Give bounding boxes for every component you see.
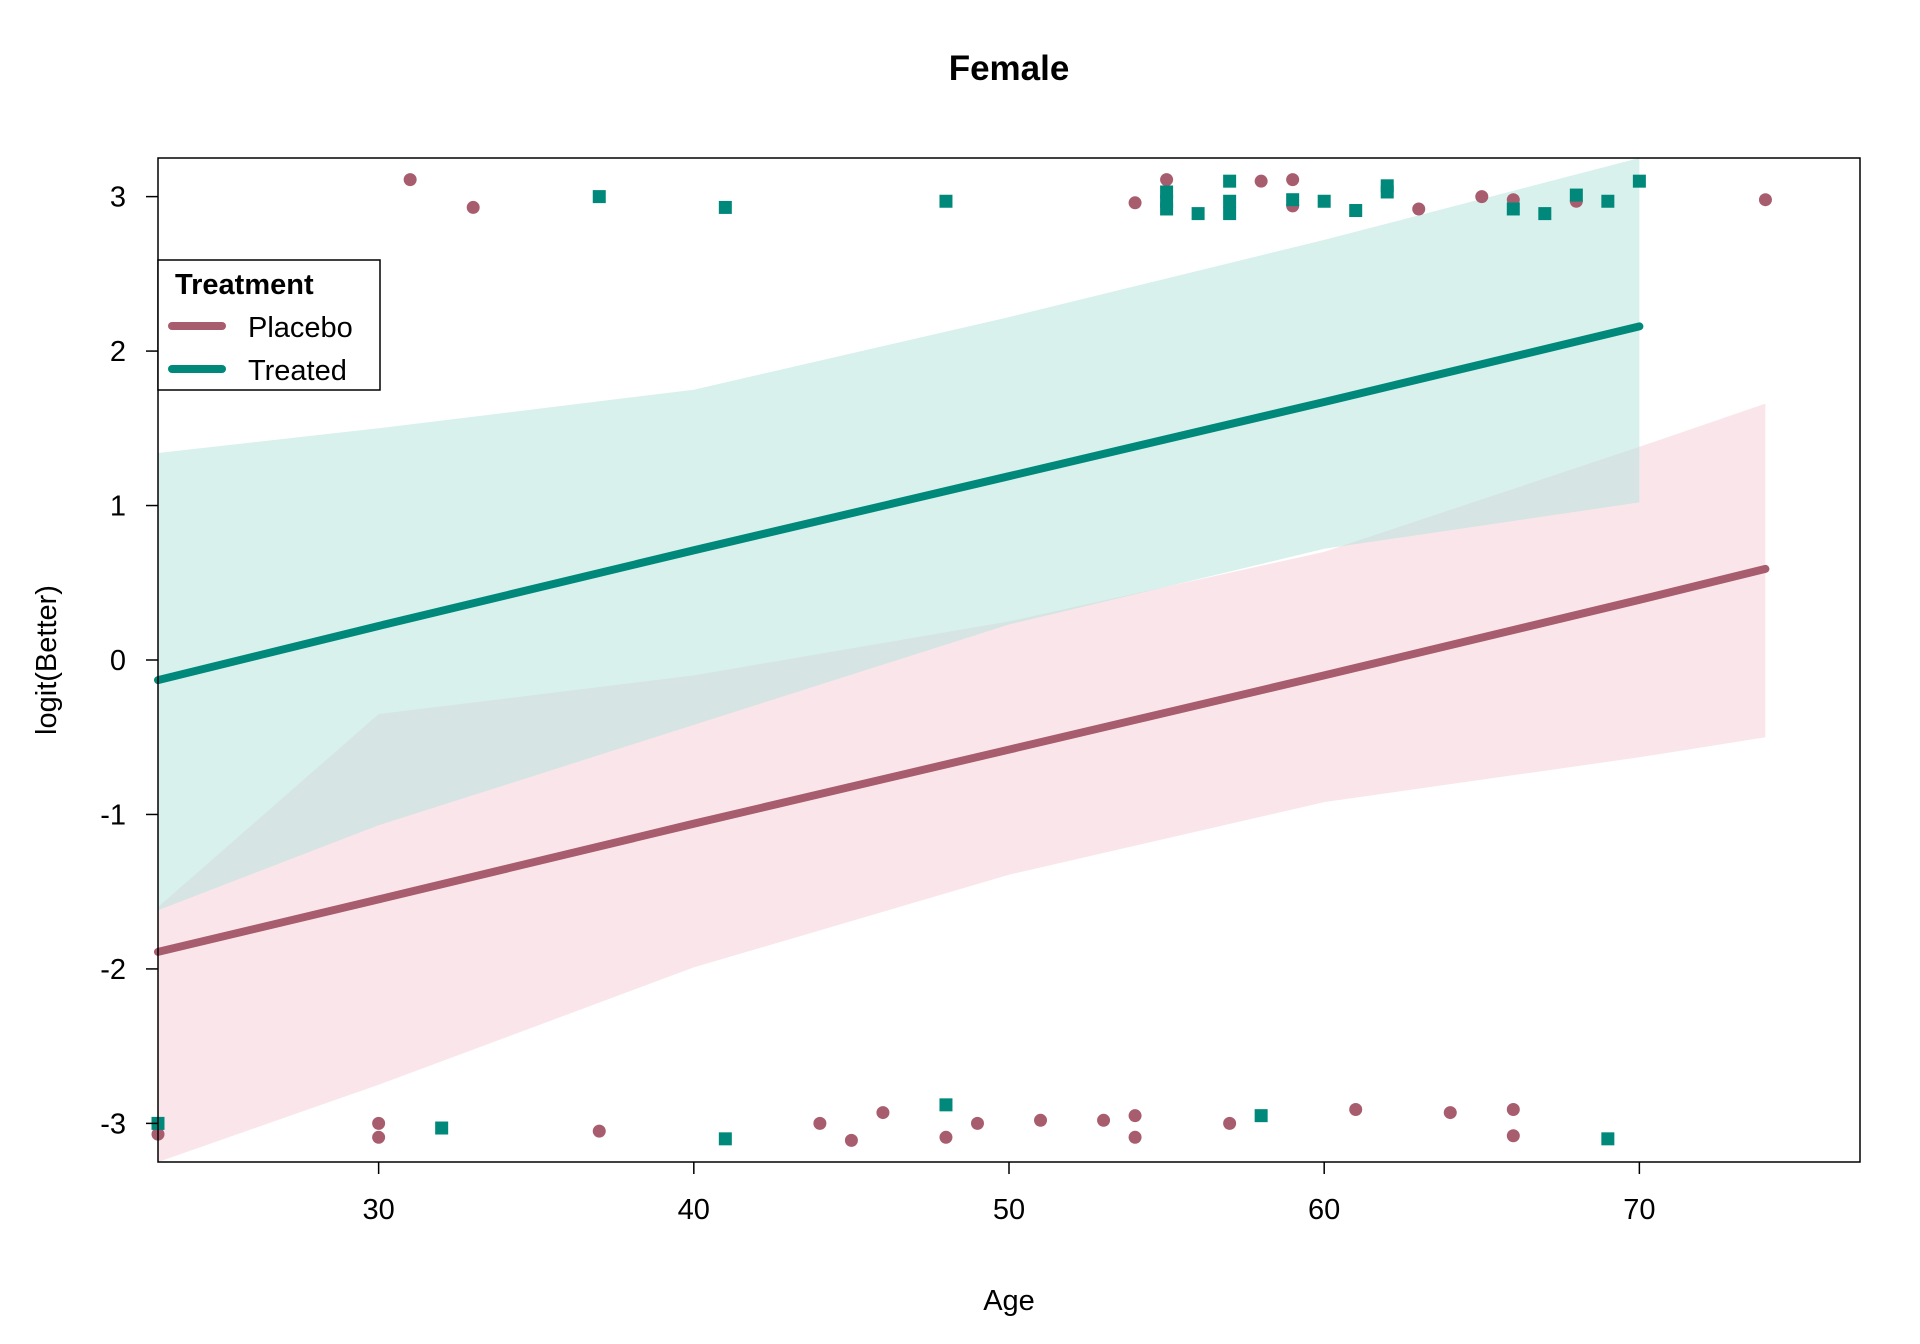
data-point-placebo: [372, 1116, 386, 1130]
legend-label-placebo: Placebo: [248, 312, 353, 344]
data-point-placebo: [1128, 1130, 1142, 1144]
y-tick-label: 1: [110, 491, 126, 523]
data-point-treated: [1317, 194, 1331, 208]
data-point-placebo: [1034, 1113, 1048, 1127]
x-tick-label: 30: [362, 1194, 394, 1226]
data-point-placebo: [592, 1124, 606, 1138]
data-point-treated: [1160, 202, 1174, 216]
data-point-treated: [1506, 202, 1520, 216]
x-tick-label: 60: [1308, 1194, 1340, 1226]
data-point-placebo: [1506, 1102, 1520, 1116]
data-point-placebo: [1443, 1106, 1457, 1120]
data-point-treated: [939, 194, 953, 208]
y-tick-label: 2: [110, 336, 126, 368]
data-point-treated: [1223, 207, 1237, 221]
data-point-placebo: [1475, 190, 1489, 204]
data-point-placebo: [844, 1133, 858, 1147]
data-point-placebo: [939, 1130, 953, 1144]
data-point-placebo: [1412, 202, 1426, 216]
data-point-placebo: [970, 1116, 984, 1130]
data-point-treated: [1632, 174, 1646, 188]
data-point-treated: [718, 1132, 732, 1146]
data-point-treated: [1223, 194, 1237, 208]
x-tick-label: 50: [993, 1194, 1025, 1226]
data-point-placebo: [1349, 1102, 1363, 1116]
y-axis: -3 -2 -1 0 1 2 3: [100, 182, 158, 1140]
confidence-band-treated: [158, 158, 1640, 911]
y-tick-label: -2: [100, 954, 126, 986]
legend-label-treated: Treated: [248, 355, 347, 387]
x-axis-label: Age: [983, 1285, 1035, 1317]
data-point-placebo: [466, 200, 480, 214]
legend-title: Treatment: [175, 269, 314, 301]
data-point-placebo: [403, 173, 417, 187]
data-point-treated: [939, 1098, 953, 1112]
data-point-placebo: [1160, 173, 1174, 187]
legend: Treatment Placebo Treated: [157, 259, 381, 391]
x-tick-label: 70: [1623, 1194, 1655, 1226]
x-axis: 30 40 50 60 70: [362, 1162, 1656, 1226]
data-point-treated: [592, 190, 606, 204]
data-point-treated: [1223, 174, 1237, 188]
data-point-treated: [1349, 204, 1363, 218]
data-point-treated: [1380, 185, 1394, 199]
data-point-treated: [1191, 207, 1205, 221]
data-point-placebo: [1758, 193, 1772, 207]
data-point-placebo: [1223, 1116, 1237, 1130]
x-tick-label: 40: [678, 1194, 710, 1226]
data-point-placebo: [1254, 174, 1268, 188]
data-point-placebo: [1097, 1113, 1111, 1127]
data-point-placebo: [813, 1116, 827, 1130]
data-point-treated: [1601, 1132, 1615, 1146]
chart-title: Female: [949, 49, 1070, 88]
data-point-treated: [1254, 1109, 1268, 1123]
y-tick-label: -1: [100, 799, 126, 831]
data-point-treated: [1601, 194, 1615, 208]
data-point-treated: [1286, 193, 1300, 207]
fit-line-treated: [154, 322, 1644, 685]
data-point-placebo: [1506, 1129, 1520, 1143]
data-point-placebo: [876, 1106, 890, 1120]
y-tick-label: 3: [110, 182, 126, 214]
data-point-treated: [1538, 207, 1552, 221]
data-point-treated: [718, 200, 732, 214]
data-point-placebo: [1128, 1109, 1142, 1123]
data-point-treated: [1569, 188, 1583, 202]
y-tick-label: 0: [110, 645, 126, 677]
y-axis-label: logit(Better): [31, 585, 63, 735]
data-point-placebo: [1286, 173, 1300, 187]
data-point-placebo: [1128, 196, 1142, 210]
observed-points: [151, 173, 1772, 1147]
fit-line-placebo: [154, 564, 1770, 956]
data-point-placebo: [372, 1130, 386, 1144]
fit-lines: [154, 322, 1770, 956]
confidence-bands: [158, 158, 1766, 1163]
confidence-band-placebo: [158, 403, 1766, 1163]
y-tick-label: -3: [100, 1108, 126, 1140]
data-point-treated: [435, 1121, 449, 1135]
